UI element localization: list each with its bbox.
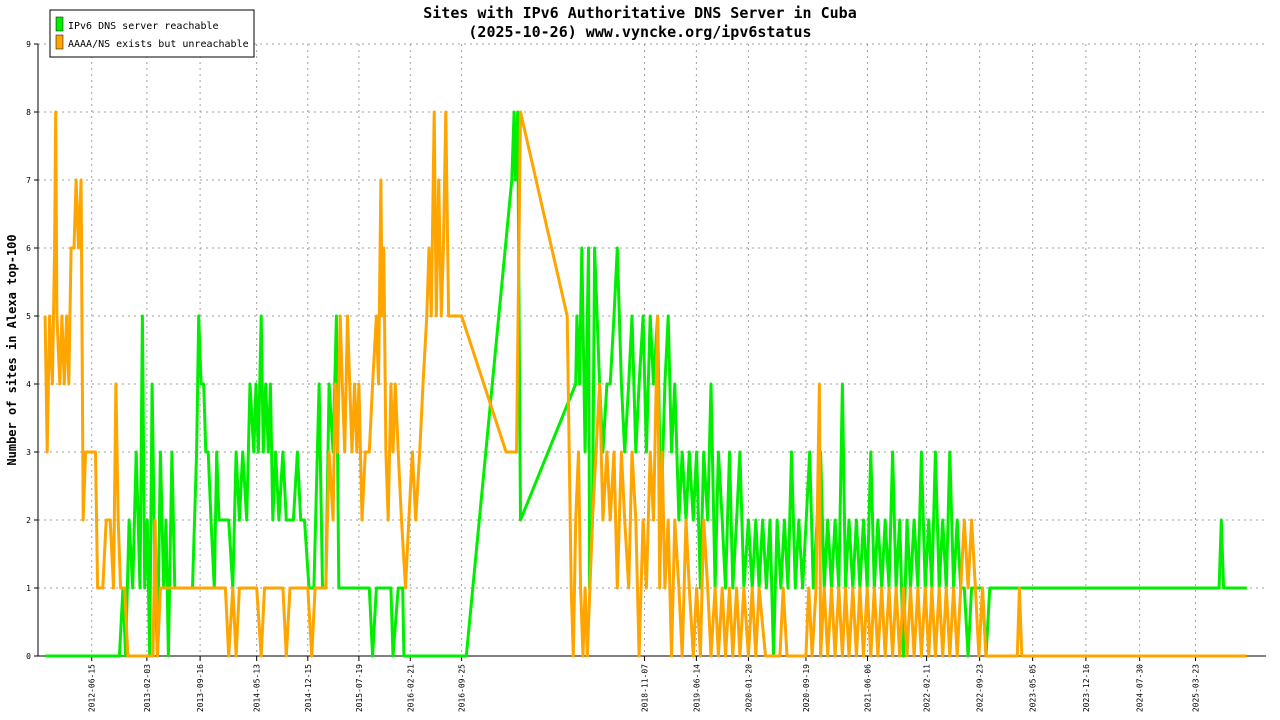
y-tick-label: 5 <box>26 312 31 321</box>
series <box>43 110 1247 658</box>
x-tick-label: 2012-06-15 <box>88 664 97 712</box>
x-tick-label: 2022-09-23 <box>976 664 985 712</box>
y-tick-label: 0 <box>26 652 31 661</box>
x-tick-label: 2022-02-11 <box>923 664 932 712</box>
y-tick-label: 8 <box>26 108 31 117</box>
x-tick-label: 2019-06-14 <box>692 664 701 712</box>
y-tick-labels: 0 1 2 3 4 5 6 7 8 9 <box>26 40 38 661</box>
x-tick-label: 2023-05-05 <box>1029 664 1038 712</box>
y-tick-label: 1 <box>26 584 31 593</box>
x-tick-label: 2025-03-23 <box>1191 664 1200 712</box>
x-tick-label: 2020-01-20 <box>744 664 753 712</box>
x-tick-label: 2016-09-25 <box>458 664 467 712</box>
legend-label-reachable: IPv6 DNS server reachable <box>68 21 219 32</box>
x-tick-label: 2014-05-13 <box>253 664 262 712</box>
chart-title-line1: Sites with IPv6 Authoritative DNS Server… <box>423 4 856 22</box>
x-tick-label: 2014-12-15 <box>304 664 313 712</box>
x-tick-label: 2018-11-07 <box>641 664 650 712</box>
series-line-unreachable <box>43 110 1247 658</box>
y-tick-label: 9 <box>26 40 31 49</box>
y-tick-label: 3 <box>26 448 31 457</box>
series-line-reachable <box>45 110 1247 658</box>
grid <box>38 43 1266 656</box>
y-tick-label: 6 <box>26 244 31 253</box>
y-tick-label: 2 <box>26 516 31 525</box>
legend-box <box>49 9 255 58</box>
legend-label-unreachable: AAAA/NS exists but unreachable <box>68 39 249 50</box>
chart-title-line2: (2025-10-26) www.vyncke.org/ipv6status <box>468 23 811 41</box>
x-tick-labels: 2012-06-15 2013-02-03 2013-09-16 2014-05-13… <box>88 656 1200 712</box>
legend-swatch-unreachable <box>55 34 64 50</box>
x-tick-label: 2015-07-19 <box>355 664 364 712</box>
x-tick-label: 2013-02-03 <box>143 664 152 712</box>
x-tick-label: 2020-09-19 <box>802 664 811 712</box>
x-tick-label: 2021-06-06 <box>863 664 872 712</box>
y-tick-label: 7 <box>26 176 31 185</box>
x-tick-label: 2023-12-16 <box>1082 664 1091 712</box>
x-tick-label: 2024-07-30 <box>1136 664 1145 712</box>
y-axis-label: Number of sites in Alexa top-100 <box>5 234 19 465</box>
legend-swatch-reachable <box>55 16 64 32</box>
y-tick-label: 4 <box>26 380 31 389</box>
x-tick-label: 2013-09-16 <box>196 664 205 712</box>
x-tick-label: 2016-02-21 <box>406 664 415 712</box>
legend: IPv6 DNS server reachable AAAA/NS exists… <box>49 9 255 58</box>
